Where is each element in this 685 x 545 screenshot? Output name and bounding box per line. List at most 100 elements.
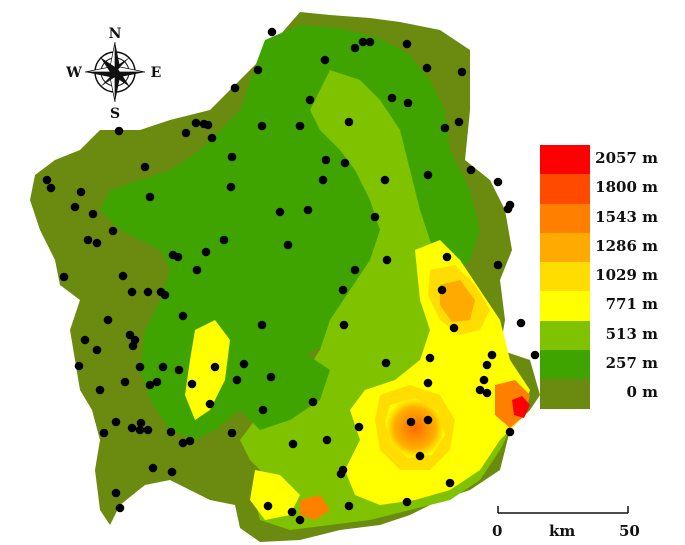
legend-item: 1029 m xyxy=(540,262,670,292)
legend-item: 1800 m xyxy=(540,174,670,204)
scale-unit-label: km xyxy=(549,522,576,540)
station-marker xyxy=(503,204,513,214)
station-marker xyxy=(287,507,297,517)
station-marker xyxy=(336,469,346,479)
station-marker xyxy=(457,67,467,77)
station-marker xyxy=(135,425,145,435)
station-marker xyxy=(295,121,305,131)
station-marker xyxy=(166,427,176,437)
elevation-legend: 2057 m 1800 m 1543 m 1286 m 1029 m 771 m 513 m… xyxy=(540,145,670,409)
station-marker xyxy=(115,503,125,513)
station-marker xyxy=(167,467,177,477)
station-marker xyxy=(92,238,102,248)
zone-1286m-se xyxy=(385,398,445,458)
station-marker xyxy=(493,177,503,187)
station-marker xyxy=(191,118,201,128)
station-marker xyxy=(440,123,450,133)
station-marker xyxy=(303,205,313,215)
station-marker xyxy=(530,350,540,360)
legend-item: 1543 m xyxy=(540,203,670,233)
station-marker xyxy=(127,423,137,433)
station-marker xyxy=(143,425,153,435)
station-marker xyxy=(88,209,98,219)
station-marker xyxy=(516,318,526,328)
station-marker xyxy=(267,27,277,37)
station-marker xyxy=(318,175,328,185)
station-marker xyxy=(321,155,331,165)
station-marker xyxy=(263,501,273,511)
station-marker xyxy=(365,37,375,47)
station-marker xyxy=(114,126,124,136)
station-marker xyxy=(258,405,268,415)
legend-label: 1543 m xyxy=(595,207,658,226)
station-marker xyxy=(423,170,433,180)
station-marker xyxy=(339,320,349,330)
scale-end-label: 50 xyxy=(619,522,640,540)
station-marker xyxy=(370,212,380,222)
station-marker xyxy=(181,128,191,138)
station-marker xyxy=(42,175,52,185)
station-marker xyxy=(232,375,242,385)
station-marker xyxy=(145,192,155,202)
legend-swatch xyxy=(540,203,590,233)
station-marker xyxy=(406,417,416,427)
station-marker xyxy=(437,285,447,295)
station-marker xyxy=(423,415,433,425)
scale-bar xyxy=(497,506,629,514)
station-marker xyxy=(422,63,432,73)
station-marker xyxy=(135,362,145,372)
legend-item: 771 m xyxy=(540,291,670,321)
station-marker xyxy=(95,385,105,395)
legend-swatch xyxy=(540,174,590,204)
station-marker xyxy=(152,377,162,387)
legend-swatch xyxy=(540,262,590,292)
station-marker xyxy=(320,55,330,65)
station-marker xyxy=(358,37,368,47)
station-marker xyxy=(230,83,240,93)
station-marker xyxy=(487,350,497,360)
legend-label: 1800 m xyxy=(595,178,658,197)
legend-item: 1286 m xyxy=(540,232,670,263)
station-marker xyxy=(74,361,84,371)
station-marker xyxy=(92,345,102,355)
legend-label: 0 m xyxy=(626,383,658,402)
station-marker xyxy=(381,358,391,368)
station-marker xyxy=(80,335,90,345)
station-marker xyxy=(239,359,249,369)
station-marker xyxy=(178,438,188,448)
station-marker xyxy=(288,439,298,449)
legend-swatch xyxy=(540,291,590,321)
legend-label: 257 m xyxy=(605,354,658,373)
station-marker xyxy=(173,252,183,262)
station-marker xyxy=(108,226,118,236)
station-marker xyxy=(295,515,305,525)
station-marker xyxy=(143,287,153,297)
legend-item: 513 m xyxy=(540,320,670,351)
zone-1286m-e xyxy=(440,280,475,322)
station-marker xyxy=(46,183,56,193)
station-marker xyxy=(160,290,170,300)
station-marker xyxy=(59,272,69,282)
station-marker xyxy=(479,375,489,385)
station-marker xyxy=(70,202,80,212)
station-marker xyxy=(227,428,237,438)
legend-swatch xyxy=(540,145,590,175)
station-marker xyxy=(482,388,492,398)
station-marker xyxy=(475,385,485,395)
station-marker xyxy=(111,488,121,498)
station-marker xyxy=(118,271,128,281)
legend-item: 2057 m xyxy=(540,145,670,175)
station-marker xyxy=(201,247,211,257)
station-marker xyxy=(226,182,236,192)
station-marker xyxy=(442,252,452,262)
station-marker xyxy=(136,418,146,428)
station-marker xyxy=(466,165,476,175)
station-marker xyxy=(253,65,263,75)
scale-start-label: 0 xyxy=(492,522,503,540)
station-marker xyxy=(402,39,412,49)
station-marker xyxy=(128,341,138,351)
zone-771m-west xyxy=(185,320,230,420)
legend-label: 2057 m xyxy=(595,149,658,167)
legend-label: 1286 m xyxy=(595,236,658,255)
